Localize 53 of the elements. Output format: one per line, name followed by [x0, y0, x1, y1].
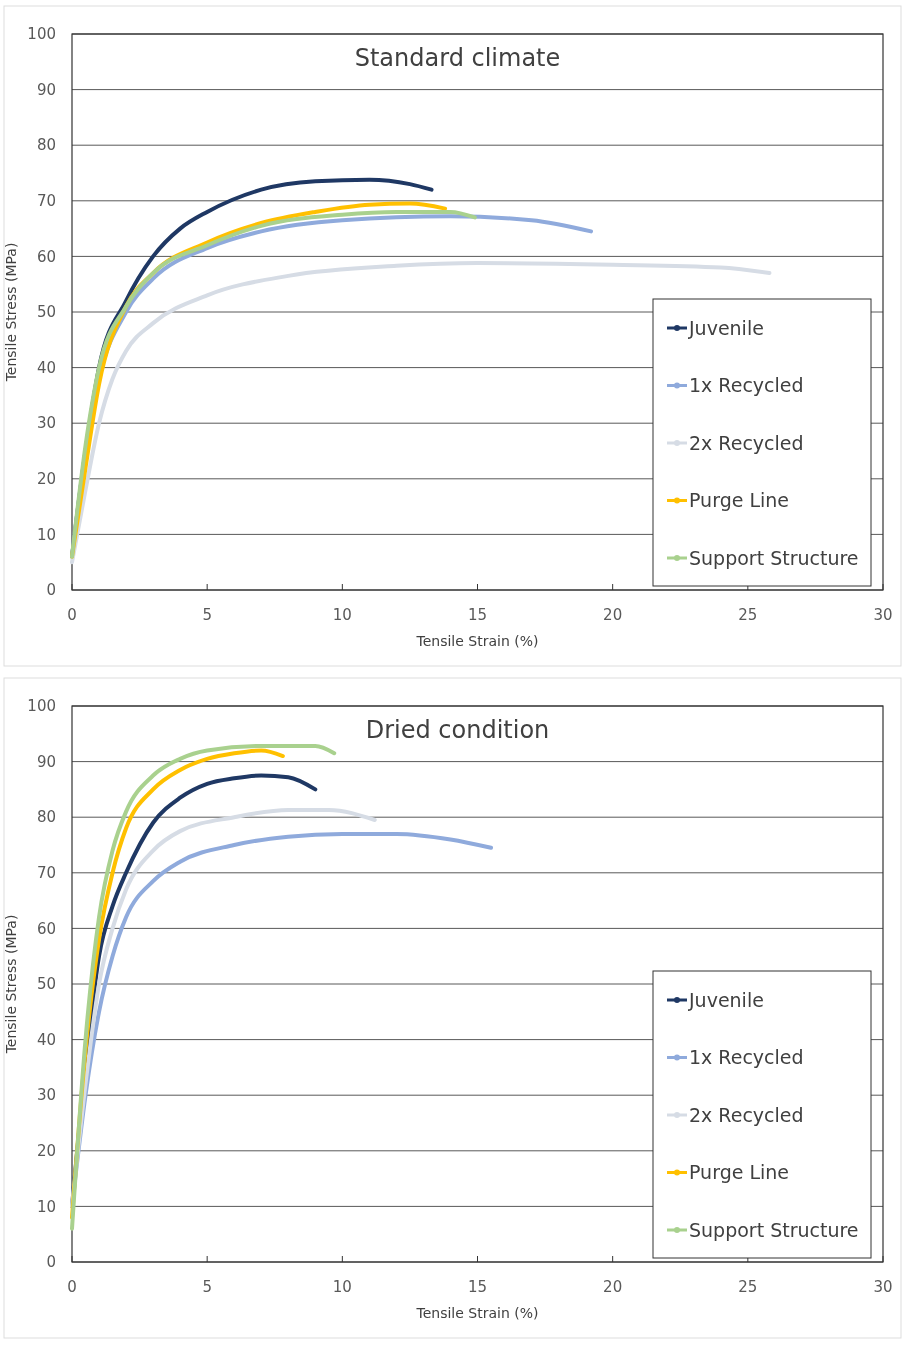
legend-label: Support Structure: [689, 1218, 859, 1241]
legend-label: 1x Recycled: [689, 1046, 804, 1069]
x-tick-label: 0: [67, 1278, 77, 1296]
y-tick-label: 100: [27, 25, 56, 44]
y-axis-title: Tensile Stress (MPa): [3, 914, 19, 1055]
y-tick-label: 90: [36, 752, 56, 771]
y-tick-label: 0: [46, 581, 56, 600]
legend-label: Juvenile: [688, 316, 764, 339]
x-axis-title: Tensile Strain (%): [415, 1305, 539, 1321]
y-tick-label: 0: [46, 1253, 56, 1272]
x-tick-label: 30: [873, 606, 893, 624]
legend-label: Juvenile: [688, 988, 764, 1011]
y-tick-label: 70: [36, 864, 56, 883]
y-axis-title: Tensile Stress (MPa): [3, 242, 19, 383]
y-tick-label: 80: [36, 136, 56, 155]
line-series: [70, 744, 337, 1231]
x-tick-label: 15: [467, 1278, 488, 1296]
x-tick-label: 20: [603, 1278, 623, 1296]
y-tick-label: 30: [36, 1086, 56, 1105]
y-tick-label: 60: [36, 247, 56, 266]
x-tick-label: 10: [332, 1278, 352, 1296]
y-tick-label: 30: [36, 414, 56, 433]
y-tick-label: 100: [27, 697, 56, 716]
legend-label: 2x Recycled: [689, 1103, 804, 1126]
y-tick-label: 50: [36, 303, 56, 322]
legend-label: Support Structure: [689, 546, 859, 569]
legend-label: Purge Line: [689, 1161, 790, 1184]
x-tick-label: 15: [467, 606, 488, 624]
x-axis-title: Tensile Strain (%): [415, 633, 539, 649]
chart-title: Standard climate: [354, 44, 561, 72]
x-tick-label: 20: [603, 606, 623, 624]
y-tick-label: 20: [36, 470, 56, 489]
x-tick-label: 10: [332, 606, 352, 624]
y-tick-label: 90: [36, 80, 56, 99]
y-tick-label: 70: [36, 192, 56, 211]
x-tick-label: 5: [202, 1278, 212, 1296]
y-tick-label: 10: [36, 525, 56, 544]
x-tick-label: 5: [202, 606, 212, 624]
y-tick-label: 40: [36, 1030, 56, 1049]
legend-label: 1x Recycled: [689, 374, 804, 397]
y-tick-label: 50: [36, 975, 56, 994]
x-tick-label: 25: [738, 1278, 758, 1296]
y-tick-label: 40: [36, 358, 56, 377]
y-tick-label: 20: [36, 1142, 56, 1161]
legend-label: Purge Line: [689, 489, 790, 512]
y-tick-label: 10: [36, 1197, 56, 1216]
x-tick-label: 30: [873, 1278, 893, 1296]
x-tick-label: 25: [738, 606, 758, 624]
legend-label: 2x Recycled: [689, 431, 804, 454]
chart-title: Dried condition: [365, 716, 550, 744]
y-tick-label: 80: [36, 808, 56, 827]
y-tick-label: 60: [36, 919, 56, 938]
x-tick-label: 0: [67, 606, 77, 624]
